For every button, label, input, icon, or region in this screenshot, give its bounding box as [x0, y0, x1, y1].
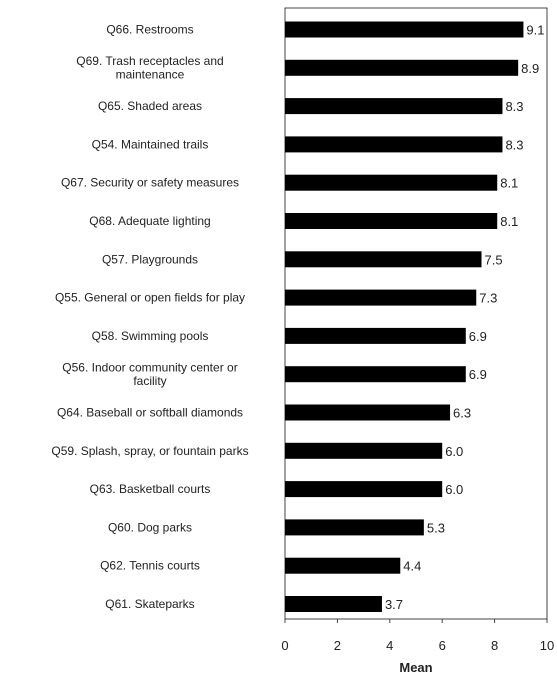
value-label: 6.9 — [469, 367, 487, 382]
bar — [285, 174, 498, 191]
category-label-line: Q67. Security or safety measures — [61, 176, 239, 190]
plot-frame — [284, 7, 548, 620]
bar — [285, 596, 382, 612]
value-label: 9.1 — [526, 23, 544, 38]
value-label: 8.1 — [500, 176, 518, 191]
category-label-line: Q69. Trash receptacles and — [76, 54, 223, 68]
category-label-line: maintenance — [116, 68, 185, 82]
bar — [285, 289, 477, 306]
category-label: Q67. Security or safety measures — [61, 176, 239, 190]
value-label: 6.3 — [453, 406, 471, 421]
x-tick-label: 8 — [491, 638, 498, 653]
category-label-line: Q61. Skateparks — [105, 597, 194, 611]
category-label: Q60. Dog parks — [108, 520, 192, 534]
bar — [285, 366, 466, 383]
category-label: Q63. Basketball courts — [90, 482, 211, 496]
value-labels-group: 9.1 8.9 8.3 8.3 8.1 8.1 7.5 7.3 6.9 6.9 6.3 6.0 6.0 5… — [385, 23, 545, 613]
bar — [285, 327, 466, 344]
category-label-line: Q66. Restrooms — [106, 23, 193, 37]
value-label: 3.7 — [385, 597, 403, 612]
value-label: 8.3 — [505, 99, 523, 114]
value-label: 6.9 — [469, 329, 487, 344]
bar — [285, 442, 443, 459]
bar — [285, 213, 498, 229]
category-label-line: Q59. Splash, spray, or fountain parks — [51, 444, 248, 458]
value-label: 5.3 — [427, 520, 445, 535]
category-label-line: Q58. Swimming pools — [92, 329, 209, 343]
value-label: 6.0 — [445, 482, 463, 497]
category-label: Q58. Swimming pools — [92, 329, 209, 343]
category-label: Q66. Restrooms — [106, 23, 193, 37]
bar — [285, 59, 519, 76]
x-tick-label: 6 — [439, 638, 446, 653]
x-axis-title: Mean — [399, 660, 432, 675]
category-labels-group: Q66. Restrooms Q69. Trash receptacles and… — [51, 23, 248, 612]
bar — [285, 404, 451, 421]
bar — [285, 136, 503, 153]
value-label: 8.3 — [505, 137, 523, 152]
value-label: 4.4 — [403, 559, 421, 574]
category-label: Q65. Shaded areas — [98, 99, 202, 113]
bar — [285, 98, 503, 115]
category-label: Q56. Indoor community center or facility — [62, 360, 237, 388]
value-label: 7.3 — [479, 291, 497, 306]
category-label-line: Q54. Maintained trails — [92, 137, 209, 151]
category-label-line: Q63. Basketball courts — [90, 482, 211, 496]
category-label-line: Q68. Adequate lighting — [89, 214, 210, 228]
category-label: Q68. Adequate lighting — [89, 214, 210, 228]
category-label-line: Q55. General or open fields for play — [55, 291, 245, 305]
category-label: Q57. Playgrounds — [102, 252, 198, 266]
category-label-line: Q62. Tennis courts — [100, 559, 200, 573]
category-label: Q64. Baseball or softball diamonds — [57, 406, 243, 420]
category-label: Q55. General or open fields for play — [55, 291, 245, 305]
category-label-line: facility — [133, 374, 166, 388]
bar — [285, 21, 524, 38]
value-label: 7.5 — [485, 252, 503, 267]
bar — [285, 481, 443, 498]
category-label-line: Q60. Dog parks — [108, 520, 192, 534]
value-label: 8.1 — [500, 214, 518, 229]
x-tick-label: 0 — [281, 638, 288, 653]
bar — [285, 251, 482, 268]
x-axis-ticks-group: 0 2 4 6 8 10 — [281, 619, 554, 653]
category-label: Q69. Trash receptacles and maintenance — [76, 54, 223, 82]
category-label: Q59. Splash, spray, or fountain parks — [51, 444, 248, 458]
bar — [285, 557, 401, 574]
category-label: Q61. Skateparks — [105, 597, 194, 611]
x-tick-label: 2 — [334, 638, 341, 653]
category-label-line: Q57. Playgrounds — [102, 252, 198, 266]
bars-group — [285, 21, 524, 612]
x-tick-label: 10 — [540, 638, 554, 653]
category-label: Q62. Tennis courts — [100, 559, 200, 573]
bar — [285, 519, 424, 536]
category-label-line: Q56. Indoor community center or — [62, 360, 237, 374]
x-tick-label: 4 — [386, 638, 393, 653]
category-label-line: Q65. Shaded areas — [98, 99, 202, 113]
category-label-line: Q64. Baseball or softball diamonds — [57, 406, 243, 420]
category-label: Q54. Maintained trails — [92, 137, 209, 151]
value-label: 8.9 — [521, 61, 539, 76]
value-label: 6.0 — [445, 444, 463, 459]
